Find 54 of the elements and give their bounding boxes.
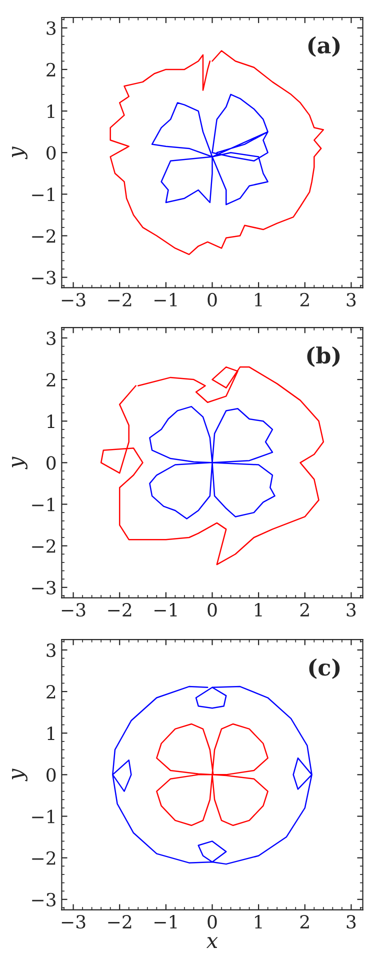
y-tick-label: −3: [32, 892, 56, 907]
annotation: (a): [308, 36, 340, 57]
y-tick-label: −2: [32, 229, 56, 243]
y-tick-label: 0: [46, 456, 56, 470]
x-tick-label: −2: [108, 602, 132, 616]
y-tick-label: −2: [32, 539, 56, 553]
y-tick-label: 0: [46, 768, 56, 782]
x-tick-label: −1: [154, 914, 177, 928]
y-tick-label: 3: [46, 331, 56, 346]
y-tick-label: −1: [32, 810, 54, 824]
line-series: [149, 406, 276, 520]
annotation: (c): [309, 658, 340, 679]
x-tick-label: −1: [154, 602, 177, 616]
x-tick-label: −2: [108, 292, 132, 306]
y-axis-title: y: [12, 146, 28, 160]
y-tick-label: 1: [48, 414, 54, 428]
x-tick-label: −2: [108, 914, 132, 928]
x-tick-label: −1: [154, 292, 177, 306]
y-tick-label: 0: [46, 146, 56, 160]
x-tick-label: 2: [300, 602, 309, 616]
x-tick-label: 1: [255, 914, 262, 928]
y-tick-label: 1: [48, 726, 54, 740]
x-tick-label: 1: [255, 602, 262, 616]
x-tick-label: 2: [300, 292, 309, 306]
y-tick-label: 2: [46, 685, 56, 698]
y-tick-label: 2: [46, 372, 56, 386]
x-tick-label: 2: [300, 914, 309, 928]
x-tick-label: 1: [255, 292, 262, 306]
y-tick-label: −1: [32, 498, 54, 512]
y-tick-label: −1: [32, 188, 54, 202]
y-tick-label: −2: [32, 851, 56, 865]
line-series: [112, 686, 312, 865]
annotation: (b): [307, 346, 340, 367]
y-axis-title: y: [12, 456, 28, 470]
y-tick-label: −3: [32, 580, 56, 595]
y-tick-label: 1: [48, 104, 54, 118]
x-tick-label: 3: [346, 602, 356, 617]
line-series: [100, 366, 324, 566]
line-series: [156, 723, 268, 826]
x-axis-title: x: [206, 937, 218, 948]
x-tick-label: 0: [208, 292, 217, 307]
y-axis-title: y: [12, 768, 28, 782]
x-tick-label: −3: [62, 602, 86, 617]
x-tick-label: 0: [208, 602, 217, 617]
y-tick-label: 3: [46, 643, 56, 658]
y-tick-label: −3: [32, 270, 56, 284]
x-tick-label: −3: [62, 292, 86, 307]
x-tick-label: 3: [346, 914, 356, 929]
x-tick-label: 0: [208, 914, 217, 929]
y-tick-label: 2: [46, 62, 56, 76]
line-series: [151, 94, 268, 206]
x-tick-label: 3: [346, 292, 356, 307]
y-tick-label: 3: [46, 21, 56, 36]
x-tick-label: −3: [62, 914, 86, 929]
